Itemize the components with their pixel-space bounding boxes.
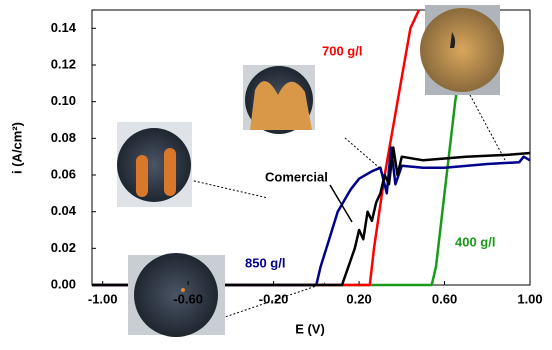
photo-disc [117, 128, 191, 202]
page: {"chart_data": {"type": "line", "x_label… [0, 0, 552, 350]
y-tick-label: 0.10 [51, 93, 76, 108]
x-tick-label: -1.00 [88, 291, 118, 306]
chart: i (A/cm²) E (V) 0.00 0.02 0.04 0.06 0.08 0.10… [0, 0, 552, 350]
photo-detail [164, 148, 176, 196]
x-axis-label: E (V) [295, 321, 325, 336]
photo-detail [136, 155, 148, 197]
photo-disc [420, 8, 504, 92]
x-tick-label: -0.20 [259, 291, 289, 306]
series-label: 850 g/l [245, 255, 285, 270]
y-tick-label: 0.12 [51, 56, 76, 71]
x-tick-label: 1.00 [517, 291, 542, 306]
x-tick-label: 0.60 [432, 291, 457, 306]
series-label: Comercial [265, 169, 328, 184]
x-tick-label: 0.20 [346, 291, 371, 306]
x-tick-label: -0.60 [173, 291, 203, 306]
y-tick-label: 0.08 [51, 130, 76, 145]
leader [190, 180, 268, 198]
series-label: 700 g/l [322, 43, 362, 58]
series-label: 400 g/l [455, 234, 495, 249]
leader [345, 138, 382, 170]
y-axis-label: i (A/cm²) [9, 122, 24, 174]
y-tick-label: 0.00 [51, 276, 76, 291]
y-tick-label: 0.02 [51, 240, 76, 255]
leader [470, 95, 505, 160]
y-tick-label: 0.14 [51, 20, 77, 35]
y-tick-label: 0.04 [51, 203, 77, 218]
y-tick-label: 0.06 [51, 166, 76, 181]
